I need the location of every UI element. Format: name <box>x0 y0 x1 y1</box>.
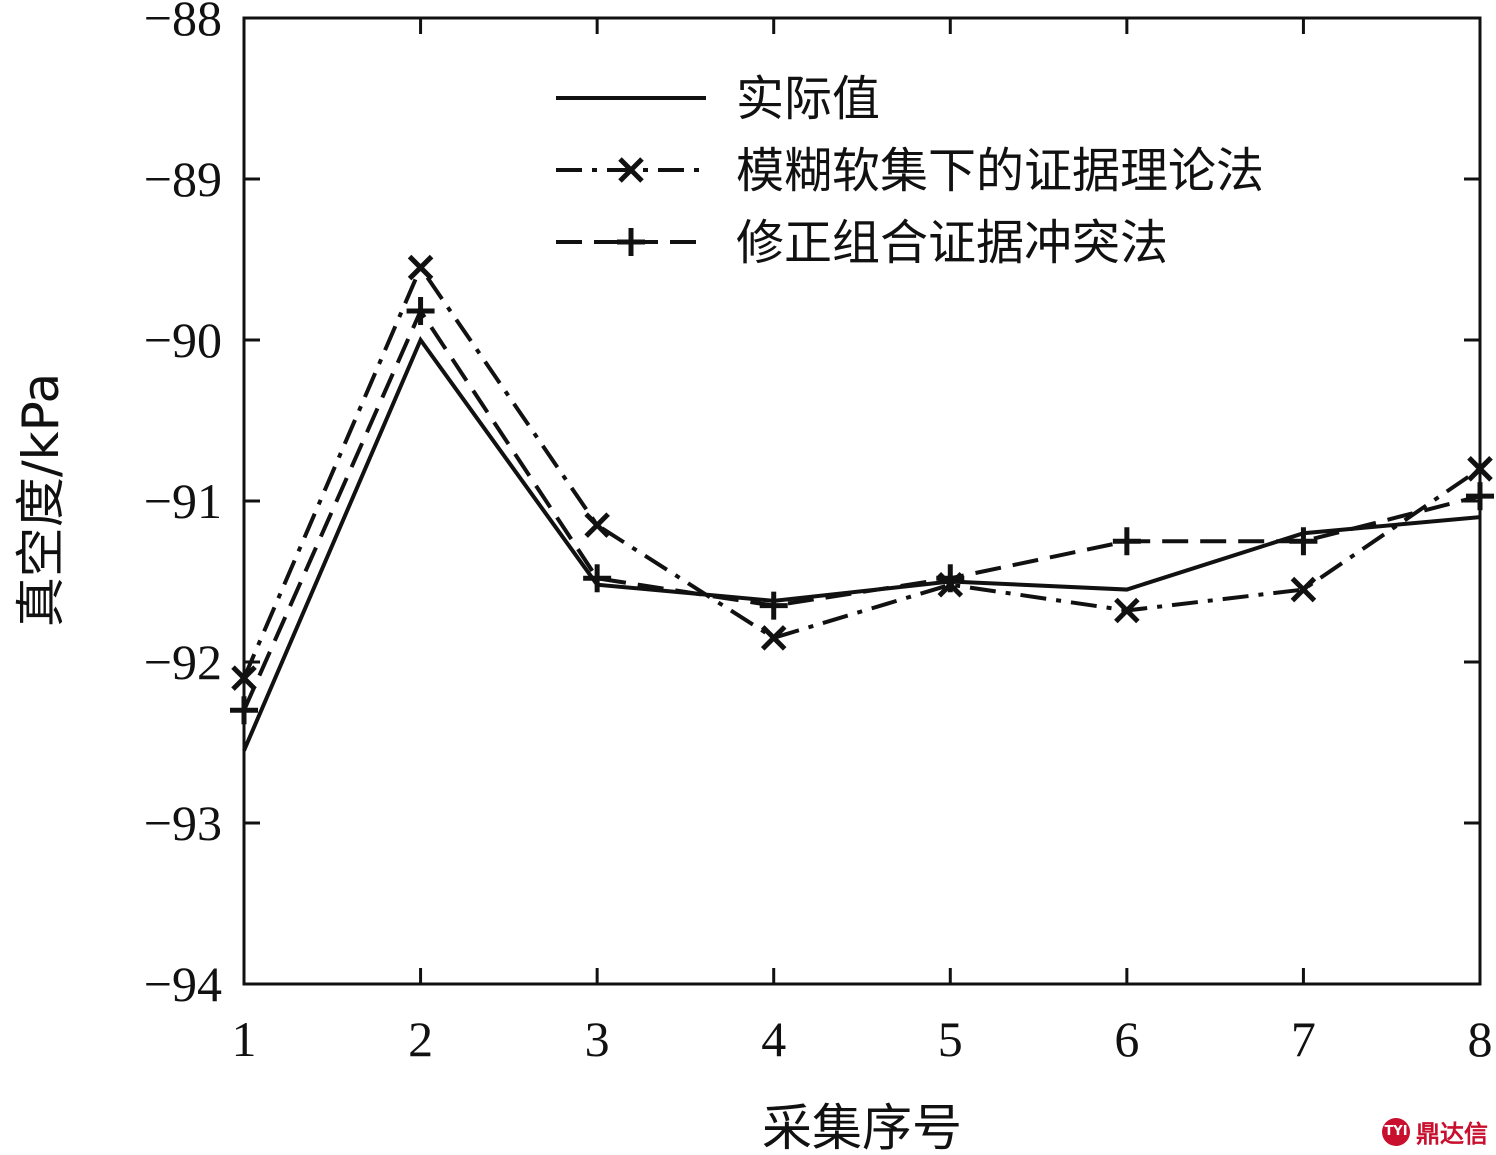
legend-item: 修正组合证据冲突法 <box>556 215 1168 271</box>
x-tick-label: 1 <box>232 1011 257 1067</box>
data-point-x <box>407 254 434 281</box>
data-point-x <box>618 157 644 183</box>
x-tick-label: 7 <box>1291 1011 1316 1067</box>
data-point-x <box>231 665 257 691</box>
data-point-x <box>584 512 610 538</box>
series-line <box>242 335 1481 752</box>
series-3 <box>230 297 1494 725</box>
y-tick-label: −93 <box>144 795 222 851</box>
y-tick-label: −88 <box>144 0 222 46</box>
legend-item: 实际值 <box>556 71 880 127</box>
x-tick-label: 8 <box>1468 1011 1493 1067</box>
x-tick-label: 4 <box>761 1011 786 1067</box>
series-line <box>242 306 1481 712</box>
watermark: TYI 鼎达信 <box>1382 1114 1488 1149</box>
data-point-x <box>1467 456 1493 482</box>
x-axis-ticks: 1 2 3 4 5 6 7 8 <box>232 18 1493 1067</box>
watermark-text: 鼎达信 <box>1416 1120 1488 1148</box>
watermark-logo-icon: TYI <box>1382 1117 1410 1146</box>
y-tick-label: −89 <box>144 151 222 207</box>
y-tick-label: −94 <box>144 956 222 1012</box>
y-axis-title: 真空度/kPa <box>12 373 70 627</box>
x-tick-label: 3 <box>585 1011 610 1067</box>
y-tick-label: −90 <box>144 312 222 368</box>
legend-label: 模糊软集下的证据理论法 <box>736 143 1264 199</box>
x-tick-label: 2 <box>408 1011 433 1067</box>
series-line <box>242 263 1482 679</box>
legend-label: 实际值 <box>736 71 880 127</box>
legend-item: 模糊软集下的证据理论法 <box>556 143 1264 199</box>
y-tick-label: −92 <box>144 634 222 690</box>
legend-label: 修正组合证据冲突法 <box>736 215 1168 271</box>
y-tick-label: −91 <box>144 473 222 529</box>
series-layer <box>230 254 1494 752</box>
x-axis-title: 采集序号 <box>762 1099 962 1155</box>
x-tick-label: 5 <box>938 1011 963 1067</box>
data-point-x <box>1114 597 1140 624</box>
series-1 <box>242 335 1481 752</box>
data-point-x <box>760 625 787 651</box>
series-2 <box>231 254 1493 691</box>
y-axis-ticks: −94 −93 −92 −91 −90 −89 −88 <box>144 0 1480 1012</box>
x-tick-label: 6 <box>1114 1011 1139 1067</box>
data-point-x <box>1290 576 1317 603</box>
